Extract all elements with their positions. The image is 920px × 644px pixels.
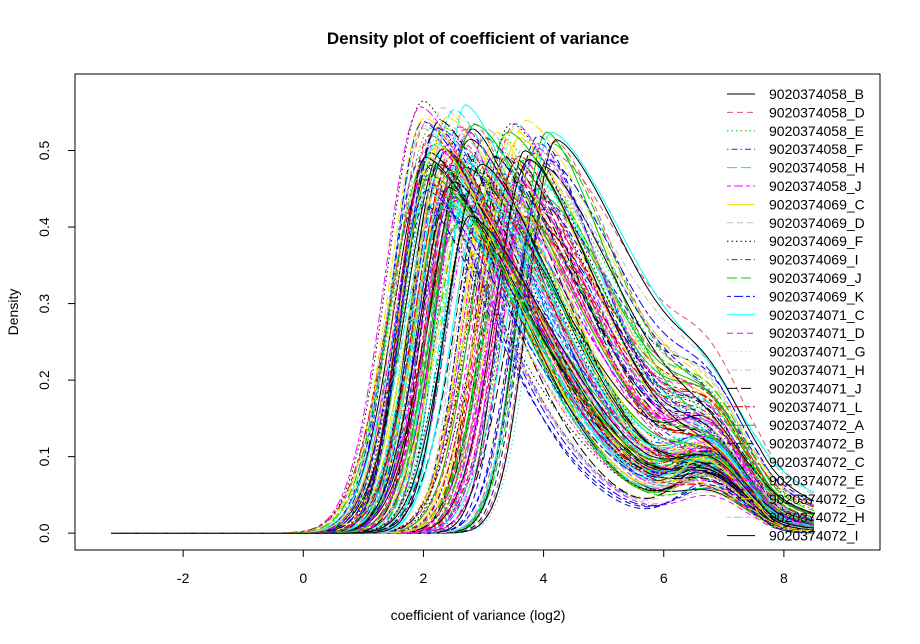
legend-entry: 9020374069_F bbox=[769, 233, 863, 249]
density-curve bbox=[111, 221, 815, 534]
legend-entry: 9020374058_F bbox=[769, 141, 863, 157]
legend-entry: 9020374069_K bbox=[769, 288, 865, 304]
density-curve bbox=[111, 126, 814, 534]
density-curve bbox=[111, 156, 814, 534]
density-curve bbox=[111, 206, 814, 534]
density-curve bbox=[111, 197, 814, 534]
legend-entry: 9020374071_D bbox=[769, 325, 865, 341]
density-curve bbox=[111, 127, 814, 534]
y-axis-label: Density bbox=[5, 289, 21, 336]
y-axis: 0.0 0.1 0.2 0.3 0.4 0.5 bbox=[36, 141, 76, 543]
y-tick-label: 0.1 bbox=[36, 447, 52, 467]
density-curve bbox=[111, 143, 814, 534]
density-curve bbox=[111, 152, 815, 534]
legend-entry: 9020374072_E bbox=[769, 472, 864, 488]
density-curve bbox=[111, 226, 814, 534]
density-curve bbox=[111, 225, 814, 534]
legend-entry: 9020374069_D bbox=[769, 215, 865, 231]
density-curve bbox=[111, 180, 815, 534]
legend-entry: 9020374071_H bbox=[769, 362, 865, 378]
y-tick-label: 0.5 bbox=[36, 141, 52, 161]
y-tick-label: 0.4 bbox=[36, 217, 52, 237]
legend-entry: 9020374071_J bbox=[769, 380, 862, 396]
density-curve bbox=[111, 123, 814, 534]
density-curve bbox=[111, 179, 814, 534]
legend-entry: 9020374058_B bbox=[769, 86, 864, 102]
x-axis: -2 0 2 4 6 8 bbox=[177, 549, 788, 586]
density-curve bbox=[111, 140, 814, 534]
x-axis-label: coefficient of variance (log2) bbox=[391, 607, 566, 623]
legend-entry: 9020374069_J bbox=[769, 270, 862, 286]
density-curve bbox=[111, 215, 814, 534]
legend-entry: 9020374072_H bbox=[769, 509, 865, 525]
y-tick-label: 0.2 bbox=[36, 370, 52, 390]
x-tick-label: 4 bbox=[540, 570, 548, 586]
legend-entry: 9020374071_G bbox=[769, 344, 866, 360]
legend-entry: 9020374058_J bbox=[769, 178, 862, 194]
x-tick-label: 0 bbox=[299, 570, 307, 586]
legend-entry: 9020374058_E bbox=[769, 123, 864, 139]
legend-entry: 9020374072_C bbox=[769, 454, 865, 470]
y-tick-label: 0.3 bbox=[36, 294, 52, 314]
legend-entry: 9020374071_C bbox=[769, 307, 865, 323]
legend-entry: 9020374072_I bbox=[769, 528, 859, 544]
density-curve bbox=[111, 225, 815, 534]
chart-title: Density plot of coefficient of variance bbox=[327, 29, 629, 48]
density-curve bbox=[111, 128, 814, 534]
legend-entry: 9020374071_L bbox=[769, 399, 863, 415]
legend: 9020374058_B 9020374058_D 9020374058_E 9020… bbox=[727, 86, 866, 544]
legend-entry: 9020374058_D bbox=[769, 104, 865, 120]
density-curve bbox=[111, 135, 814, 534]
density-curve bbox=[111, 204, 814, 534]
x-tick-label: -2 bbox=[177, 570, 190, 586]
legend-entry: 9020374072_A bbox=[769, 417, 865, 433]
y-tick-label: 0.0 bbox=[36, 523, 52, 543]
legend-entry: 9020374072_B bbox=[769, 436, 864, 452]
density-curve bbox=[111, 121, 814, 534]
x-tick-label: 2 bbox=[420, 570, 428, 586]
legend-entry: 9020374069_C bbox=[769, 196, 865, 212]
legend-entry: 9020374058_H bbox=[769, 160, 865, 176]
legend-entry: 9020374069_I bbox=[769, 252, 859, 268]
legend-entry: 9020374072_G bbox=[769, 491, 866, 507]
density-curve bbox=[111, 194, 815, 534]
x-tick-label: 6 bbox=[660, 570, 668, 586]
density-curve bbox=[111, 200, 814, 534]
curve-layer bbox=[111, 100, 815, 534]
density-curve bbox=[111, 226, 814, 534]
x-tick-label: 8 bbox=[780, 570, 788, 586]
